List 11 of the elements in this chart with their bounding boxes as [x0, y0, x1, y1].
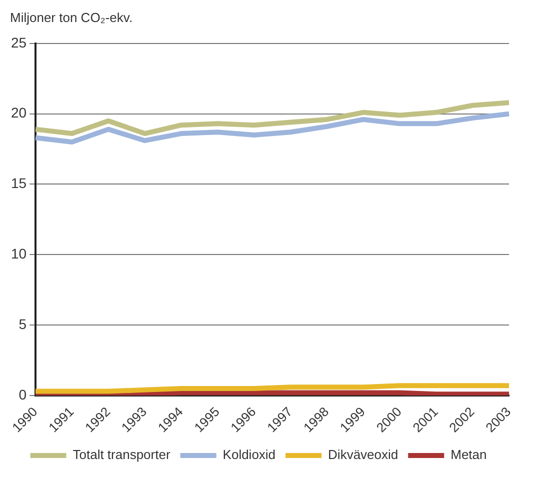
y-tick-label: 0: [18, 386, 27, 402]
y-tick-label: 10: [10, 246, 27, 262]
y-axis-title: Miljoner ton CO₂-ekv.: [9, 9, 134, 27]
legend-label: Dikväveoxid: [328, 447, 398, 462]
legend-label: Koldioxid: [222, 447, 276, 462]
y-tick-label: 15: [10, 175, 27, 192]
y-tick-label: 25: [10, 34, 27, 50]
legend-label: Totalt transporter: [72, 447, 171, 462]
y-tick-label: 5: [18, 316, 27, 332]
legend-label: Metan: [450, 447, 487, 462]
y-tick-label: 20: [10, 104, 27, 121]
